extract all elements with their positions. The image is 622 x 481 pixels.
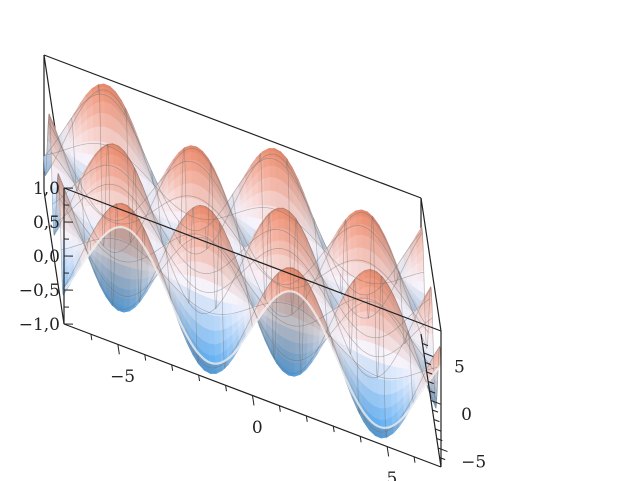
surface-patch [269, 190, 277, 208]
surface-patch [264, 190, 272, 207]
surface-patch [142, 269, 150, 279]
surface-patch [208, 329, 216, 346]
surface-patch [360, 325, 368, 343]
surface-patch [307, 333, 315, 344]
surface-patch [195, 261, 203, 280]
surface-patch [201, 278, 209, 299]
surface-patch [355, 216, 363, 226]
surface-patch [385, 394, 393, 410]
surface-patch [289, 340, 297, 355]
surface-patch [105, 126, 112, 146]
x-axis-tick [252, 395, 255, 406]
surface-patch [384, 347, 392, 367]
surface-patch [284, 313, 291, 329]
surface-patch [124, 265, 132, 280]
surface-patch [366, 325, 374, 345]
surface-patch [384, 380, 392, 396]
surface-patch [200, 246, 208, 265]
surface-patch [207, 280, 215, 301]
surface-patch [275, 191, 283, 211]
z-axis-tick-label: −0,5 [19, 281, 60, 301]
surface-patch [365, 310, 373, 328]
surface-patch [294, 353, 302, 364]
surface-patch [345, 262, 353, 277]
surface-patch [195, 276, 203, 296]
z-axis-tick-label: 0,5 [33, 213, 60, 233]
x-axis-tick-label: 5 [386, 469, 397, 481]
surface-patch [289, 327, 297, 344]
surface-patch [278, 218, 286, 230]
surface-patch [366, 341, 374, 361]
z-axis-tick-label: 0,0 [33, 247, 60, 267]
y-axis-tick-label: −5 [461, 453, 486, 473]
surface-patch [130, 278, 138, 291]
surface-patch [87, 127, 95, 143]
z-axis-tick-label: 1,0 [33, 179, 60, 199]
surface-patch [261, 268, 269, 283]
x-axis-tick [386, 446, 390, 457]
surface-patch [354, 311, 362, 328]
surface-patch [185, 170, 193, 185]
y-axis-tick-label: 5 [454, 358, 465, 378]
surface-patch [124, 277, 132, 291]
surface-patch [373, 376, 380, 396]
surface-mesh [43, 83, 442, 439]
surface-patch [272, 228, 280, 243]
surface-patch [295, 342, 303, 355]
surface-patch [119, 250, 127, 267]
surface-patch [278, 311, 286, 327]
surface-patch [194, 222, 202, 235]
surface-patch [277, 211, 285, 220]
surface-patch [272, 240, 280, 256]
surface-patch [263, 165, 271, 180]
surface-patch [104, 113, 112, 131]
surface-patch [201, 262, 209, 282]
surface-patch [295, 329, 303, 344]
y-axis-tick-label: 0 [461, 405, 472, 425]
surface-patch [208, 343, 216, 357]
surface-patch [124, 288, 131, 300]
box-edge-back-top [43, 54, 422, 199]
surface-patch [93, 126, 101, 142]
surface-patch [123, 298, 131, 307]
surface-patch [356, 234, 364, 249]
surface-patch [194, 233, 202, 248]
surface-patch [130, 267, 138, 280]
surface-patch [118, 263, 126, 279]
surface-patch [350, 234, 358, 250]
surface-patch [362, 234, 370, 251]
surface-patch [213, 315, 221, 332]
surface-patch [365, 286, 373, 299]
surface-patch [207, 263, 215, 284]
surface-patch [195, 247, 202, 263]
surface-patch [208, 314, 216, 332]
x-axis-tick-label: −5 [110, 367, 135, 387]
surface-patch [214, 330, 222, 346]
surface-patch [360, 310, 367, 327]
surface-patch [373, 391, 381, 409]
surface-patch [269, 176, 277, 193]
x-axis-tick-label: 0 [252, 418, 263, 438]
surface-patch [191, 170, 199, 186]
surface-patch [342, 327, 350, 339]
surface-patch [263, 176, 271, 192]
x-axis-tick [117, 344, 120, 355]
surface-patch [268, 148, 276, 152]
y-axis-tick [437, 447, 448, 453]
surface-patch [101, 164, 109, 179]
z-axis-tick-label: −1,0 [19, 315, 60, 335]
surface-patch [351, 261, 359, 278]
surface-patch [269, 165, 277, 179]
surface-patch [92, 112, 100, 128]
